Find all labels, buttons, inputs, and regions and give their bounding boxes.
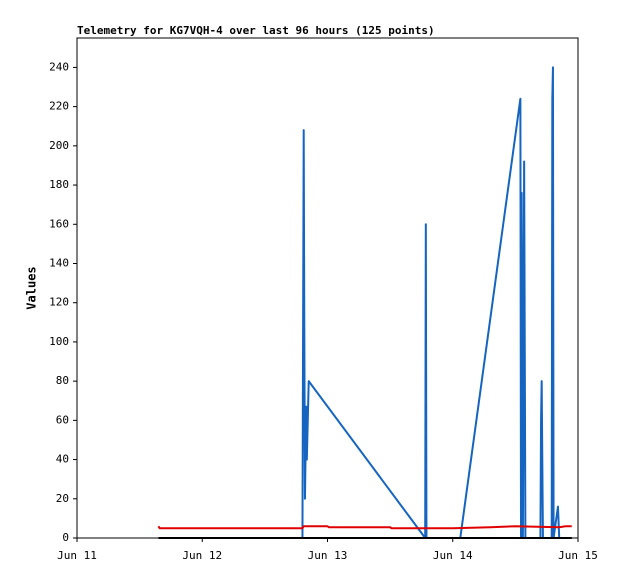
y-tick-label: 220 — [49, 100, 69, 113]
x-tick-label: Jun 11 — [57, 549, 97, 562]
series-line — [157, 525, 572, 530]
y-tick-label: 40 — [56, 453, 69, 466]
y-tick-label: 20 — [56, 492, 69, 505]
y-tick-label: 140 — [49, 256, 69, 269]
y-tick-label: 100 — [49, 335, 69, 348]
y-tick-label: 80 — [56, 374, 69, 387]
y-tick-label: 0 — [62, 531, 69, 544]
series-line — [301, 66, 561, 539]
y-tick-label: 180 — [49, 178, 69, 191]
y-axis-label: Values — [25, 266, 39, 309]
x-tick-label: Jun 12 — [182, 549, 222, 562]
y-tick-label: 200 — [49, 139, 69, 152]
x-tick-label: Jun 13 — [308, 549, 348, 562]
y-tick-label: 240 — [49, 60, 69, 73]
y-tick-label: 160 — [49, 217, 69, 230]
y-tick-label: 120 — [49, 296, 69, 309]
x-tick-label: Jun 14 — [433, 549, 473, 562]
plot-frame — [76, 37, 579, 539]
y-tick-label: 60 — [56, 413, 69, 426]
x-tick-label: Jun 15 — [558, 549, 598, 562]
chart-title: Telemetry for KG7VQH-4 over last 96 hour… — [77, 24, 435, 37]
